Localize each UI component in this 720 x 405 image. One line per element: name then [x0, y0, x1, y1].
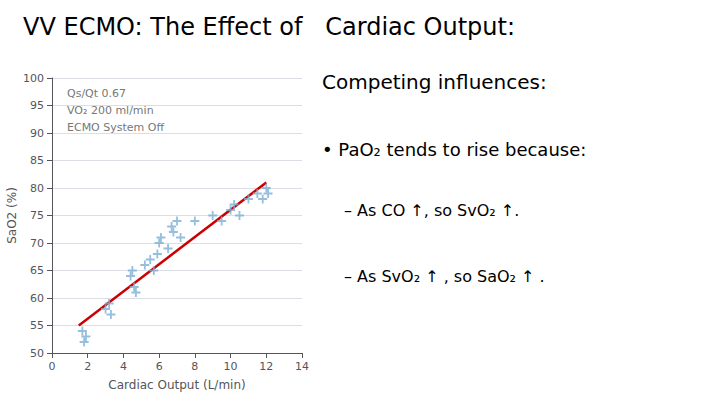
- svg-text:14: 14: [295, 360, 309, 373]
- svg-text:80: 80: [30, 182, 44, 195]
- svg-text:VO₂ 200 ml/min: VO₂ 200 ml/min: [67, 104, 154, 117]
- svg-text:100: 100: [23, 72, 44, 85]
- svg-text:4: 4: [120, 360, 127, 373]
- svg-text:ECMO System Off: ECMO System Off: [67, 121, 164, 134]
- svg-text:Cardiac Output (L/min): Cardiac Output (L/min): [108, 378, 245, 392]
- svg-text:Qs/Qt 0.67: Qs/Qt 0.67: [67, 87, 126, 100]
- svg-text:65: 65: [30, 264, 44, 277]
- svg-text:95: 95: [30, 99, 44, 112]
- svg-text:– As SvO₂ ↑ , so SaO₂ ↑ .: – As SvO₂ ↑ , so SaO₂ ↑ .: [344, 267, 545, 286]
- svg-text:2: 2: [84, 360, 91, 373]
- svg-text:8: 8: [191, 360, 198, 373]
- svg-text:85: 85: [30, 154, 44, 167]
- svg-text:50: 50: [30, 347, 44, 360]
- svg-text:90: 90: [30, 127, 44, 140]
- svg-text:75: 75: [30, 209, 44, 222]
- svg-text:– As CO ↑, so SvO₂ ↑.: – As CO ↑, so SvO₂ ↑.: [344, 201, 519, 220]
- svg-text:0: 0: [49, 360, 56, 373]
- svg-text:Competing influences:: Competing influences:: [322, 70, 547, 94]
- svg-text:12: 12: [259, 360, 273, 373]
- svg-text:VV ECMO: The Effect of Cardi: VV ECMO: The Effect of Cardiac Output:: [23, 13, 515, 41]
- svg-text:60: 60: [30, 292, 44, 305]
- svg-text:• PaO₂ tends to rise because:: • PaO₂ tends to rise because:: [322, 139, 586, 160]
- svg-text:6: 6: [156, 360, 163, 373]
- svg-text:SaO2 (%): SaO2 (%): [5, 187, 19, 244]
- svg-text:10: 10: [224, 360, 238, 373]
- svg-text:55: 55: [30, 319, 44, 332]
- svg-text:70: 70: [30, 237, 44, 250]
